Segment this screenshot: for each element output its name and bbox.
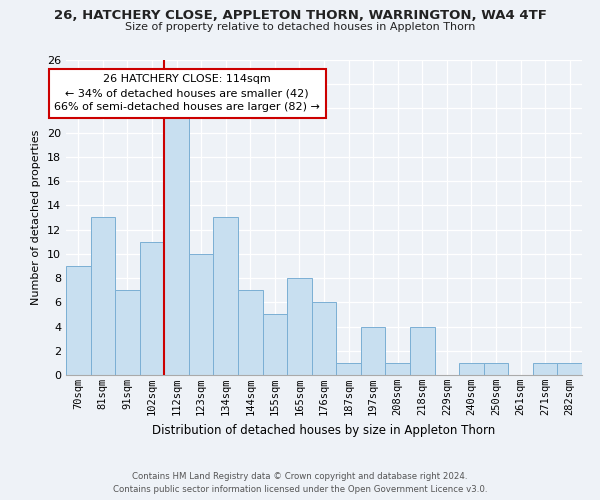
Bar [557,363,582,375]
Bar [533,363,557,375]
Bar [66,266,91,375]
Bar [164,108,189,375]
Bar [484,363,508,375]
Bar [385,363,410,375]
Bar [140,242,164,375]
Bar [312,302,336,375]
Bar [287,278,312,375]
Y-axis label: Number of detached properties: Number of detached properties [31,130,41,305]
Text: Contains HM Land Registry data © Crown copyright and database right 2024.
Contai: Contains HM Land Registry data © Crown c… [113,472,487,494]
Bar [189,254,214,375]
Bar [410,326,434,375]
Bar [361,326,385,375]
Text: 26 HATCHERY CLOSE: 114sqm
← 34% of detached houses are smaller (42)
66% of semi-: 26 HATCHERY CLOSE: 114sqm ← 34% of detac… [55,74,320,112]
Bar [91,218,115,375]
Bar [263,314,287,375]
Bar [214,218,238,375]
Bar [115,290,140,375]
Bar [238,290,263,375]
Bar [459,363,484,375]
Text: Size of property relative to detached houses in Appleton Thorn: Size of property relative to detached ho… [125,22,475,32]
X-axis label: Distribution of detached houses by size in Appleton Thorn: Distribution of detached houses by size … [152,424,496,436]
Bar [336,363,361,375]
Text: 26, HATCHERY CLOSE, APPLETON THORN, WARRINGTON, WA4 4TF: 26, HATCHERY CLOSE, APPLETON THORN, WARR… [53,9,547,22]
